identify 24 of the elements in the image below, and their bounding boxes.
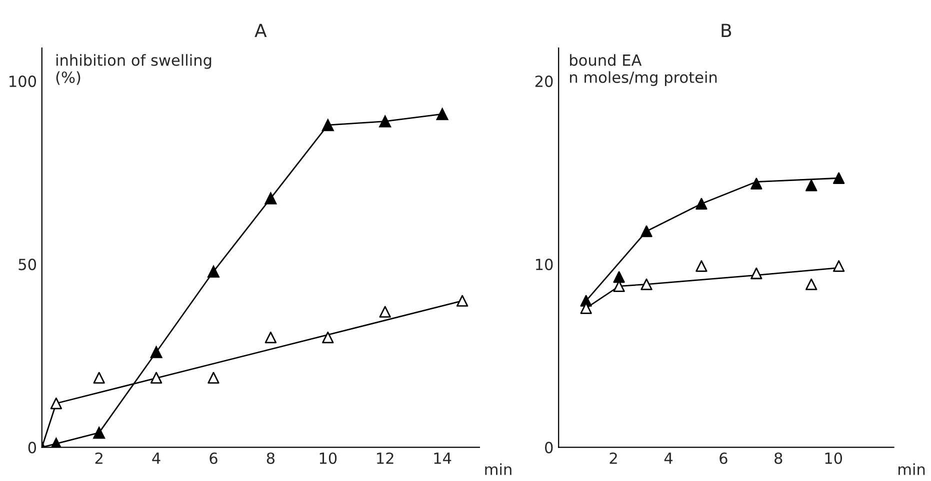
- x-axis-title: min: [898, 463, 925, 475]
- x-tick-label: 8: [774, 452, 782, 464]
- x-tick-label: 2: [95, 452, 102, 464]
- x-tick-label: 6: [210, 452, 218, 464]
- y-tick-label: 50: [18, 258, 36, 270]
- x-tick-label: 14: [434, 452, 452, 464]
- y-tick-label: 100: [10, 76, 36, 88]
- x-tick-label: 8: [266, 452, 275, 464]
- y-tick-label: 0: [545, 442, 553, 454]
- chart-title: B: [722, 24, 732, 37]
- y-tick-label: 0: [28, 442, 36, 454]
- y-axis-title: bound EA n moles/mg protein: [570, 54, 717, 86]
- x-axis-title: min: [485, 463, 512, 475]
- y-tick-label: 10: [536, 258, 553, 270]
- x-tick-label: 12: [377, 452, 394, 464]
- x-tick-label: 10: [825, 452, 842, 464]
- x-tick-label: 6: [720, 452, 728, 464]
- y-axis-title: inhibition of swelling (%): [56, 54, 212, 85]
- x-tick-label: 10: [320, 452, 337, 464]
- x-tick-label: 2: [610, 452, 617, 464]
- y-tick-label: 20: [535, 76, 553, 88]
- chart-title: A: [254, 24, 267, 37]
- x-tick-label: 4: [152, 452, 160, 464]
- x-tick-label: 4: [664, 452, 672, 464]
